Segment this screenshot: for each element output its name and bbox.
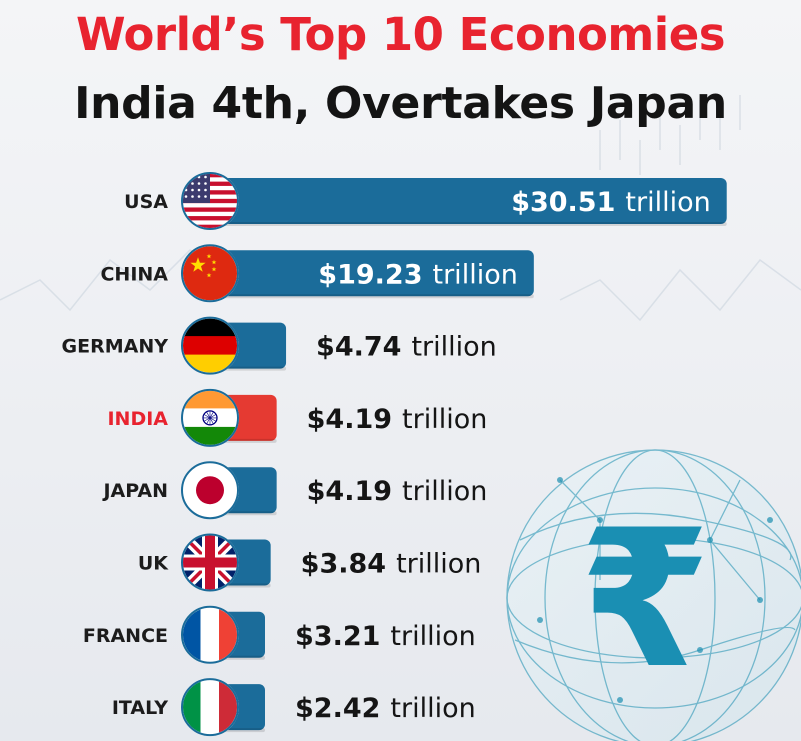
bar-row-usa: USA $30.51 trillion [124,172,727,230]
bar-row-japan: JAPAN $4.19 trillion [101,461,488,520]
value-label-france: $3.21 trillion [295,621,476,652]
value-label-japan: $4.19 trillion [307,476,488,507]
value-label-italy: $2.42 trillion [295,693,476,724]
bar-row-germany: GERMANY $4.74 trillion [62,316,497,375]
bar-row-china: CHINA $19.23 trillion [100,244,534,303]
france-flag-icon [181,605,239,664]
country-label-germany: GERMANY [62,336,169,358]
italy-flag-icon [181,678,239,737]
page-subtitle: India 4th, Overtakes Japan [74,78,727,129]
country-label-italy: ITALY [112,697,168,719]
country-label-uk: UK [138,553,169,575]
country-label-japan: JAPAN [101,480,168,502]
japan-flag-icon [181,461,239,520]
country-label-france: FRANCE [83,625,168,647]
bar-row-uk: UK $3.84 trillion [138,533,482,592]
usa-flag-icon [181,172,239,230]
value-label-india: $4.19 trillion [307,404,488,435]
value-label-usa: $30.51 trillion [511,187,711,218]
bar-row-india: INDIA $4.19 trillion [107,388,488,447]
bar-row-italy: ITALY $2.42 trillion [112,678,476,737]
rupee-globe-icon: ₹ [506,449,801,741]
rupee-symbol: ₹ [579,489,711,710]
bar-row-france: FRANCE $3.21 trillion [83,605,476,664]
china-flag-icon [181,244,239,303]
bar-usa [205,178,727,224]
india-flag-icon [181,388,239,447]
page-title: World’s Top 10 Economies [75,8,726,61]
uk-flag-icon [181,533,239,592]
germany-flag-icon [181,316,239,375]
bar-china [205,250,534,297]
country-label-china: CHINA [100,263,168,285]
country-label-india: INDIA [107,408,168,430]
value-label-germany: $4.74 trillion [316,332,497,363]
country-label-usa: USA [124,191,168,213]
value-label-china: $19.23 trillion [318,259,518,290]
value-label-uk: $3.84 trillion [301,549,482,580]
